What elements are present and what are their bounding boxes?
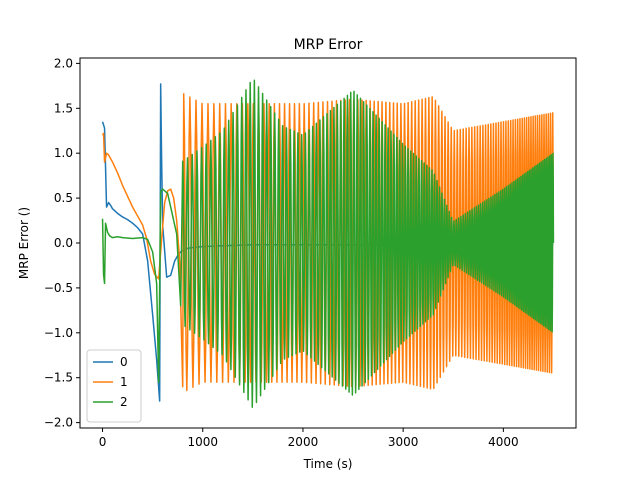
x-axis-label: Time (s): [303, 457, 353, 471]
axes-layer: 0 1000 2000 3000 4000 −2.0 −1.5 −1.0 −0.5 0.0 0.5 1…: [44, 56, 519, 449]
x-tick-label: 4000: [488, 435, 519, 449]
x-tick-label: 3000: [388, 435, 419, 449]
series-line-2: [101, 79, 555, 408]
y-tick-label: −0.5: [44, 281, 73, 295]
y-tick-label: 1.0: [54, 146, 73, 160]
x-tick-label: 0: [99, 435, 107, 449]
series-layer: [101, 79, 555, 408]
legend-label-1: 1: [120, 375, 128, 389]
legend: 0 1 2: [86, 349, 142, 423]
legend-label-0: 0: [120, 355, 128, 369]
plot-frame: [79, 57, 577, 429]
y-tick-label: 0.0: [54, 236, 73, 250]
y-axis-label: MRP Error (): [17, 207, 31, 279]
y-tick-label: 2.0: [54, 56, 73, 70]
y-tick-label: −1.5: [44, 371, 73, 385]
legend-box: [86, 349, 142, 423]
y-tick-label: −1.0: [44, 326, 73, 340]
x-tick-label: 2000: [288, 435, 319, 449]
y-tick-label: 0.5: [54, 191, 73, 205]
chart-title: MRP Error: [294, 37, 363, 53]
y-tick-label: 1.5: [54, 101, 73, 115]
x-tick-label: 1000: [187, 435, 218, 449]
legend-label-2: 2: [120, 395, 128, 409]
y-tick-label: −2.0: [44, 416, 73, 430]
